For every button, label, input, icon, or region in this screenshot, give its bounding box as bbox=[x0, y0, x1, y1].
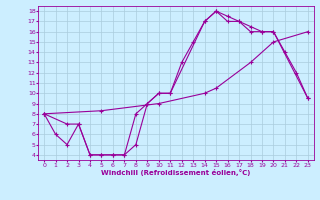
X-axis label: Windchill (Refroidissement éolien,°C): Windchill (Refroidissement éolien,°C) bbox=[101, 169, 251, 176]
